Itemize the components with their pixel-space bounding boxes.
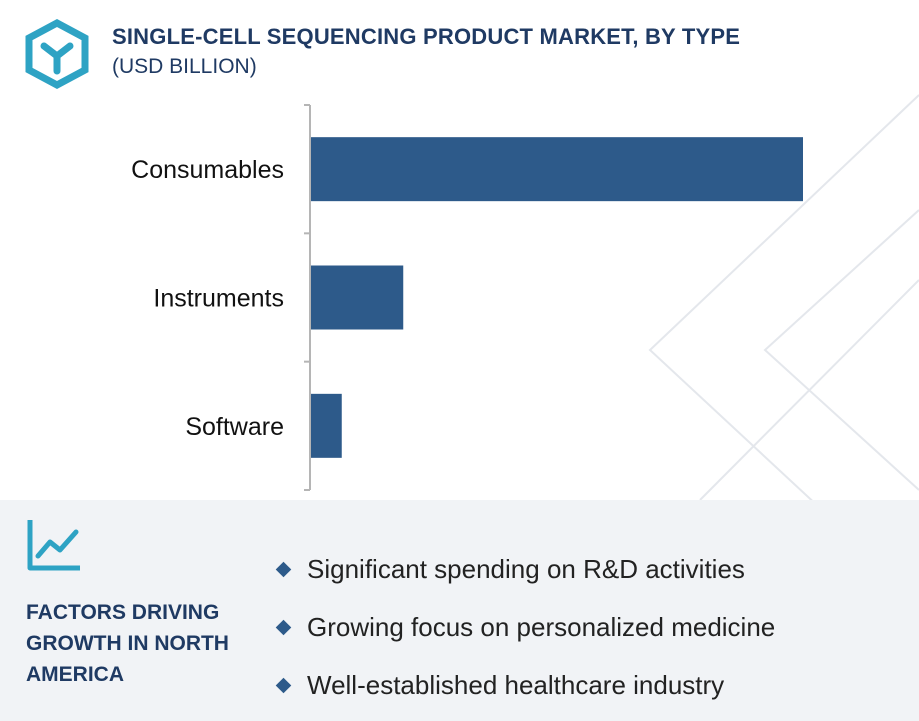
line-chart-trend-icon — [27, 520, 80, 571]
factors-list: Significant spending on R&D activities G… — [274, 540, 775, 714]
factor-text: Growing focus on personalized medicine — [307, 611, 776, 642]
bar-consumables — [311, 137, 803, 202]
factor-text: Well-established healthcare industry — [307, 669, 725, 700]
bar-instruments — [311, 265, 404, 330]
diamond-bullet-icon — [275, 677, 292, 693]
factor-text: Significant spending on R&D activities — [307, 553, 745, 584]
brand-logo — [25, 19, 89, 89]
factors-heading: FACTORS DRIVING GROWTH IN NORTH AMERICA — [26, 601, 229, 686]
category-label: Software — [185, 413, 284, 441]
category-label: Consumables — [131, 156, 284, 184]
factors-panel — [0, 500, 919, 721]
factor-item: Growing focus on personalized medicine — [274, 598, 775, 656]
bar-chart: Consumables Instruments Software — [131, 104, 803, 491]
factor-item: Well-established healthcare industry — [274, 656, 775, 714]
diamond-bullet-icon — [275, 619, 292, 635]
chart-subtitle: (USD BILLION) — [112, 55, 257, 78]
category-label: Instruments — [153, 285, 284, 313]
chart-title: SINGLE-CELL SEQUENCING PRODUCT MARKET, B… — [112, 24, 741, 49]
bar-software — [311, 393, 342, 458]
diamond-bullet-icon — [275, 561, 292, 577]
factor-item: Significant spending on R&D activities — [274, 540, 775, 598]
